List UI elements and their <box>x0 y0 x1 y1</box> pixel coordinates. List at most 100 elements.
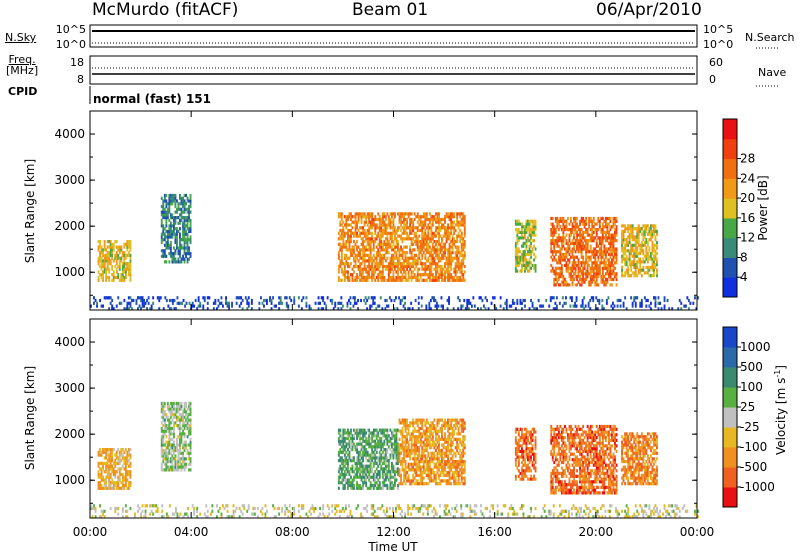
power-cell <box>456 253 459 257</box>
power-cell <box>120 245 123 249</box>
velocity-cell <box>171 454 174 458</box>
velocity-cell <box>162 451 165 455</box>
velocity-cell <box>394 475 396 479</box>
power-cell <box>591 239 594 243</box>
velocity-cell <box>337 439 340 443</box>
velocity-cell <box>362 428 364 432</box>
velocity-cell <box>171 468 174 472</box>
velocity-cell <box>372 456 375 460</box>
power-cell <box>653 263 655 267</box>
power-cell <box>400 267 402 271</box>
power-cell <box>401 256 404 260</box>
velocity-cell <box>381 434 384 438</box>
velocity-cell <box>127 464 130 468</box>
power-cell <box>433 215 436 219</box>
power-cell <box>436 245 439 249</box>
power-cell <box>393 298 396 303</box>
power-cell <box>628 240 631 245</box>
power-cell <box>631 304 634 308</box>
velocity-cell <box>416 429 419 433</box>
velocity-cell <box>401 435 404 439</box>
velocity-cell <box>378 445 381 449</box>
power-cell <box>650 229 652 233</box>
velocity-cell <box>121 472 124 477</box>
velocity-cell <box>387 464 390 468</box>
power-cell <box>410 301 413 305</box>
power-cell <box>606 272 609 276</box>
power-cell <box>117 245 120 249</box>
power-cell <box>447 267 449 271</box>
power-cell <box>624 274 627 278</box>
velocity-cell <box>99 448 101 452</box>
velocity-cell <box>383 470 386 474</box>
power-cell <box>357 228 360 233</box>
power-cell <box>421 248 424 252</box>
velocity-cell <box>407 476 410 480</box>
power-cell <box>179 249 181 253</box>
power-cell <box>562 275 565 279</box>
power-cell <box>431 273 434 277</box>
nsearch-label: N.Search <box>745 31 795 44</box>
power-cell <box>601 304 604 308</box>
power-cell <box>386 251 389 255</box>
power-cell <box>174 202 177 206</box>
power-cell <box>519 230 522 234</box>
power-cell <box>360 248 363 252</box>
power-cell <box>374 237 377 241</box>
power-cell <box>158 307 161 311</box>
power-cell <box>412 220 415 224</box>
power-cell <box>687 298 690 303</box>
velocity-cell <box>117 475 120 479</box>
power-cell <box>557 283 560 287</box>
velocity-cell <box>395 450 398 454</box>
velocity-cell <box>120 448 123 452</box>
velocity-cell <box>103 481 106 485</box>
power-cell <box>428 212 431 216</box>
power-cell <box>621 260 623 264</box>
velocity-cell <box>416 418 419 422</box>
power-cell <box>564 225 566 229</box>
power-cell <box>422 278 425 282</box>
velocity-cell <box>169 460 172 464</box>
power-cell <box>594 280 597 284</box>
power-cell <box>559 216 562 221</box>
power-cell <box>394 248 396 252</box>
power-cell <box>165 240 168 245</box>
power-cell <box>450 212 453 216</box>
power-cell <box>648 246 651 250</box>
power-cell <box>378 217 381 222</box>
velocity-cell <box>188 424 190 428</box>
power-cell <box>556 216 559 221</box>
power-cell <box>354 256 357 260</box>
power-cell <box>167 304 170 308</box>
power-cell <box>424 237 427 241</box>
power-cell <box>177 229 180 233</box>
velocity-cell <box>378 470 381 474</box>
velocity-cell <box>404 473 407 477</box>
power-cell <box>380 223 383 227</box>
power-cell <box>152 296 155 300</box>
power-cell <box>562 219 565 223</box>
power-cell <box>394 256 396 260</box>
velocity-cell <box>126 450 129 454</box>
power-cell <box>410 256 413 260</box>
power-cell <box>571 275 574 279</box>
velocity-cell <box>412 462 415 466</box>
power-cell <box>102 273 104 277</box>
power-cell <box>389 275 392 280</box>
power-cell <box>589 233 592 237</box>
power-cell <box>453 220 456 224</box>
power-cell <box>337 237 340 241</box>
power-cell <box>363 228 366 233</box>
power-cell <box>592 255 595 259</box>
power-cell <box>448 215 451 219</box>
power-cell <box>369 248 372 252</box>
power-cell <box>576 263 578 268</box>
power-cell <box>174 260 177 264</box>
power-cell <box>444 231 446 235</box>
velocity-cell <box>371 470 374 474</box>
velocity-cell <box>416 462 419 466</box>
station-title: McMurdo (fitACF) <box>92 0 239 20</box>
power-cell <box>603 263 606 268</box>
velocity-cell <box>413 471 416 475</box>
